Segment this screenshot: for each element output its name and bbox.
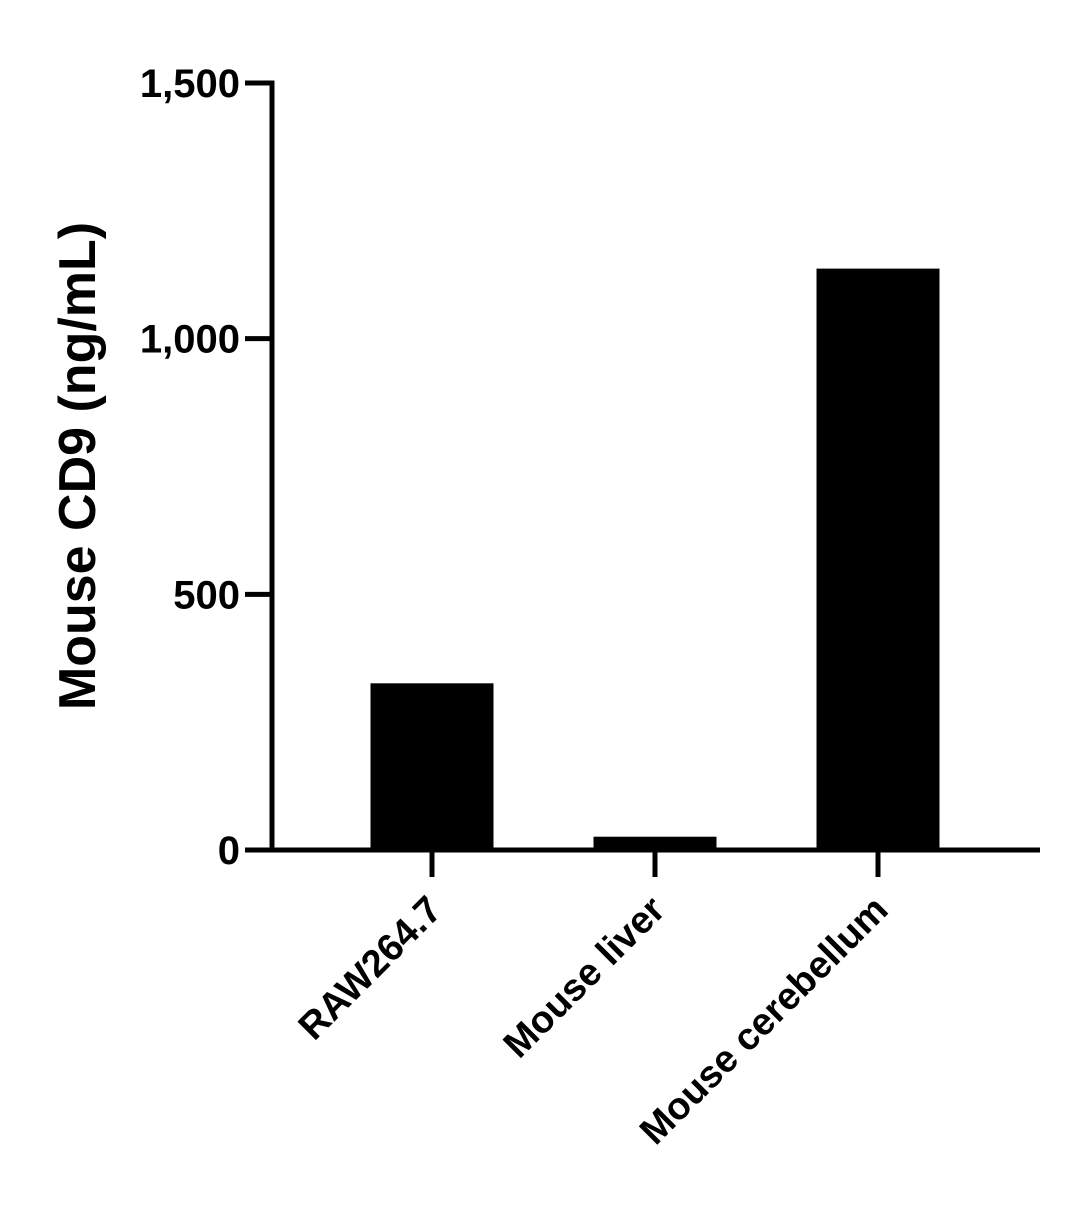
y-tick-label: 1,000 bbox=[140, 318, 240, 362]
bars bbox=[370, 268, 940, 850]
y-axis-title: Mouse CD9 (ng/mL) bbox=[49, 222, 107, 710]
y-tick-label: 1,500 bbox=[140, 62, 240, 106]
y-tick-label: 0 bbox=[218, 829, 240, 873]
y-axis-ticks: 0 500 1,000 1,500 bbox=[140, 62, 272, 873]
x-tick-label: RAW264.7 bbox=[291, 889, 451, 1049]
y-tick-label: 500 bbox=[173, 573, 240, 617]
bar-raw264-7 bbox=[370, 683, 494, 850]
bar-mouse-cerebellum bbox=[816, 268, 940, 850]
x-tick-label: Mouse cerebellum bbox=[632, 889, 896, 1153]
bar-mouse-liver bbox=[593, 836, 717, 850]
x-tick-label: Mouse liver bbox=[496, 889, 674, 1067]
